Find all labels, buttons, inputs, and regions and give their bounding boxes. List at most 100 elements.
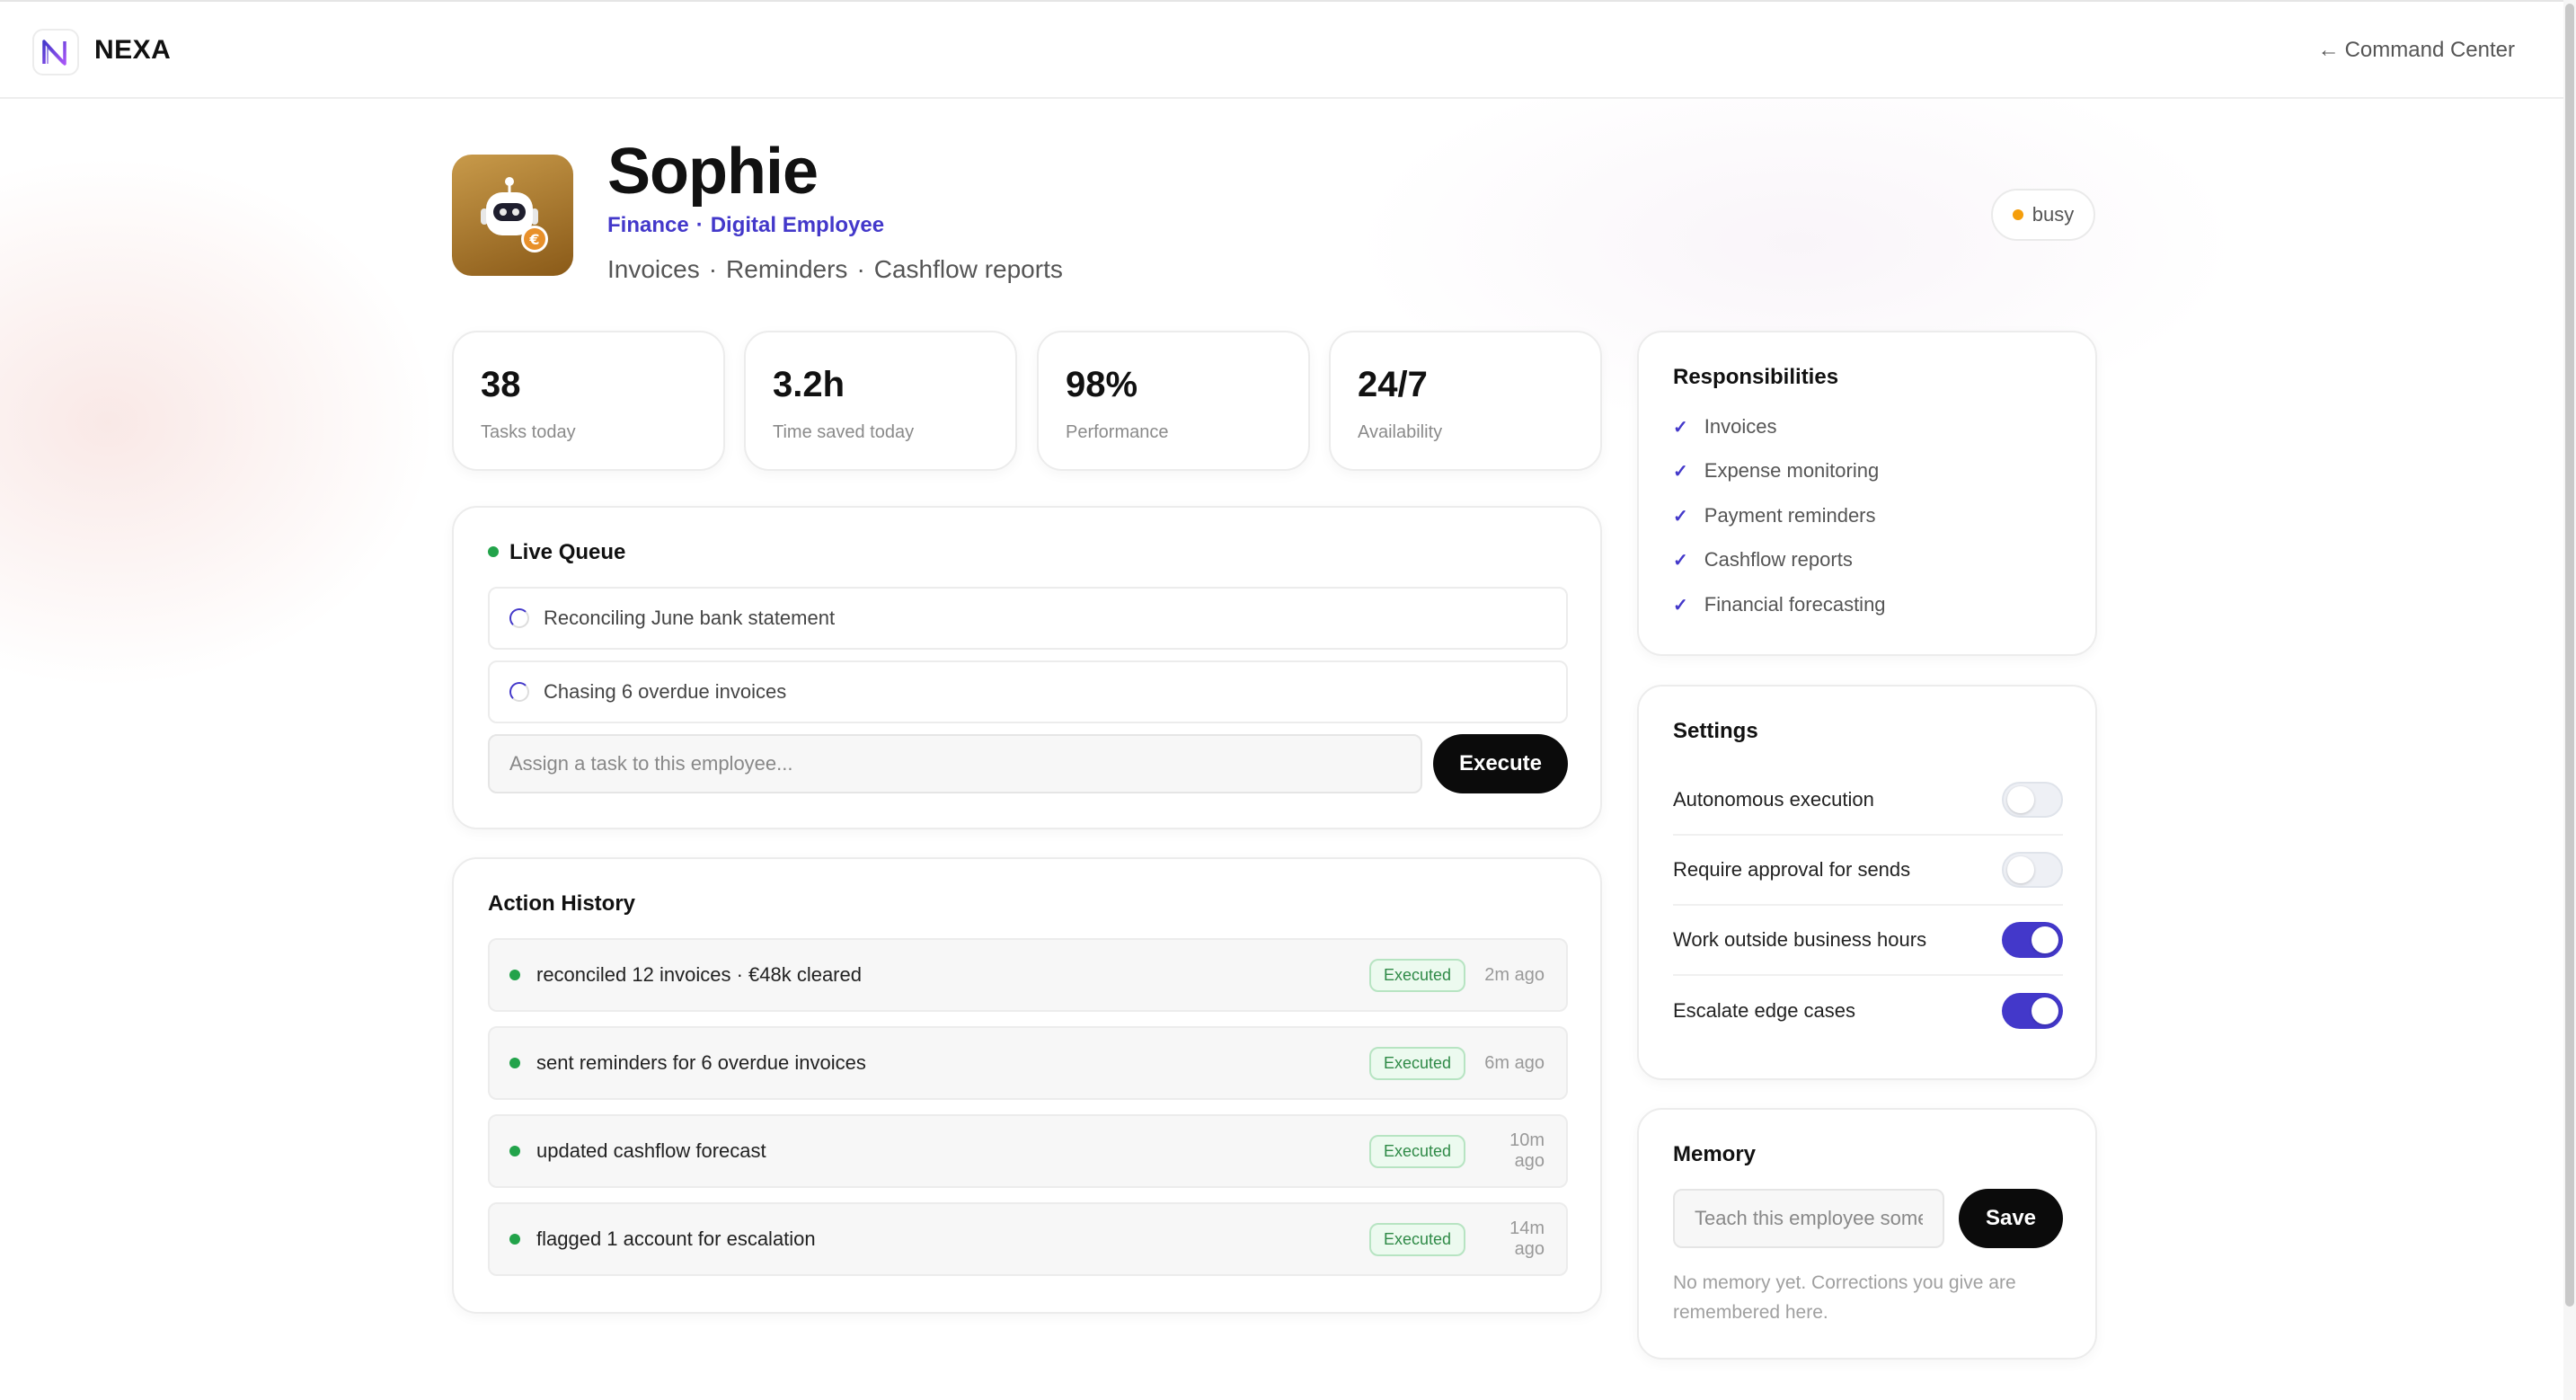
status-dot-icon <box>2012 209 2023 220</box>
status-badge: Executed <box>1368 1134 1465 1168</box>
stat-card-time-saved: 3.2h Time saved today <box>744 331 1017 471</box>
history-meta: Executed 14m ago <box>1368 1204 1545 1274</box>
status-badge: Executed <box>1368 1222 1465 1256</box>
setting-label: Autonomous execution <box>1673 788 1874 811</box>
setting-work-outside-hours: Work outside business hours <box>1673 906 2063 976</box>
command-center-link[interactable]: ← Command Center <box>2318 38 2515 63</box>
memory-note: No memory yet. Corrections you give are … <box>1673 1272 2016 1323</box>
skill-tag: Cashflow reports <box>873 255 1063 283</box>
employee-name: Sophie <box>607 136 819 208</box>
responsibility-label: Invoices <box>1704 415 1777 438</box>
stat-value: 3.2h <box>773 365 845 404</box>
responsibility-item: ✓ Payment reminders <box>1673 504 1876 527</box>
responsibility-label: Financial forecasting <box>1704 593 1886 616</box>
history-meta: Executed 2m ago <box>1368 940 1545 1010</box>
settings-title: Settings <box>1673 719 1758 743</box>
escalate-edge-cases-toggle[interactable] <box>2002 993 2063 1029</box>
save-button[interactable]: Save <box>1959 1189 2063 1248</box>
queue-item[interactable]: Chasing 6 overdue invoices <box>488 660 1568 723</box>
memory-input[interactable] <box>1673 1189 1944 1248</box>
history-row[interactable]: reconciled 12 invoices · €48k cleared Ex… <box>488 938 1568 1012</box>
responsibilities-card: Responsibilities ✓ Invoices ✓ Expense moni… <box>1637 331 2097 656</box>
status-badge: busy <box>1991 189 2095 241</box>
setting-label: Escalate edge cases <box>1673 999 1856 1022</box>
setting-escalate-edge-cases: Escalate edge cases <box>1673 976 2063 1046</box>
skill-separator: · <box>708 255 718 283</box>
timestamp: 14m ago <box>1509 1218 1545 1259</box>
action-history-title: Action History <box>488 891 636 916</box>
status-badge: Executed <box>1368 1046 1465 1080</box>
status-label: busy <box>2032 203 2075 226</box>
responsibility-label: Expense monitoring <box>1704 459 1880 482</box>
stat-value: 98% <box>1066 365 1138 404</box>
setting-autonomous-execution: Autonomous execution <box>1673 766 2063 836</box>
history-text: flagged 1 account for escalation <box>536 1227 816 1250</box>
responsibility-item: ✓ Financial forecasting <box>1673 593 1886 616</box>
check-icon: ✓ <box>1673 506 1688 527</box>
stat-label: Time saved today <box>773 422 915 442</box>
queue-item-text: Chasing 6 overdue invoices <box>544 680 787 703</box>
employee-skills: Invoices · Reminders · Cashflow reports <box>607 255 1063 284</box>
scrollbar-thumb[interactable] <box>2565 4 2574 1307</box>
live-queue-title-text: Live Queue <box>509 540 626 564</box>
history-text: reconciled 12 invoices · €48k cleared <box>536 963 862 986</box>
success-dot-icon <box>509 1058 520 1068</box>
memory-card: Memory Save No memory yet. Corrections y… <box>1637 1108 2097 1360</box>
skill-separator: · <box>856 255 865 283</box>
require-approval-toggle[interactable] <box>2002 852 2063 888</box>
toggle-knob <box>2007 786 2034 813</box>
history-meta: Executed 6m ago <box>1368 1028 1545 1098</box>
toggle-knob <box>2032 997 2058 1024</box>
svg-text:€: € <box>528 231 539 248</box>
employee-type: Digital Employee <box>710 213 885 237</box>
success-dot-icon <box>509 1146 520 1156</box>
responsibilities-title: Responsibilities <box>1673 365 1839 389</box>
live-queue-card: Live Queue Reconciling June bank stateme… <box>452 506 1602 829</box>
stat-label: Tasks today <box>481 422 576 442</box>
arrow-left-icon: ← <box>2317 38 2340 62</box>
timestamp: 6m ago <box>1484 1052 1545 1073</box>
queue-item[interactable]: Reconciling June bank statement <box>488 587 1568 650</box>
status-badge: Executed <box>1368 958 1465 992</box>
history-row[interactable]: flagged 1 account for escalation Execute… <box>488 1202 1568 1276</box>
stat-value: 24/7 <box>1358 365 1428 404</box>
nexa-logo-icon[interactable] <box>32 29 79 75</box>
responsibility-label: Payment reminders <box>1704 504 1876 527</box>
stat-card-tasks: 38 Tasks today <box>452 331 725 471</box>
robot-avatar-icon: € <box>452 155 573 276</box>
queue-item-text: Reconciling June bank statement <box>544 607 836 629</box>
stat-card-availability: 24/7 Availability <box>1329 331 1602 471</box>
success-dot-icon <box>509 970 520 980</box>
loading-spinner-icon <box>509 608 529 628</box>
skill-tag: Invoices <box>607 255 700 283</box>
responsibility-label: Cashflow reports <box>1704 548 1853 571</box>
execute-button[interactable]: Execute <box>1433 734 1568 793</box>
timestamp: 10m ago <box>1509 1130 1545 1171</box>
skill-tag: Reminders <box>726 255 848 283</box>
responsibility-item: ✓ Cashflow reports <box>1673 548 1853 572</box>
check-icon: ✓ <box>1673 461 1688 482</box>
employee-role: Finance · Digital Employee <box>607 213 884 238</box>
history-meta: Executed 10m ago <box>1368 1116 1545 1186</box>
success-dot-icon <box>509 1234 520 1245</box>
autonomous-execution-toggle[interactable] <box>2002 782 2063 818</box>
history-text: updated cashflow forecast <box>536 1139 766 1162</box>
responsibility-item: ✓ Expense monitoring <box>1673 459 1879 483</box>
live-queue-title: Live Queue <box>488 540 625 565</box>
history-row[interactable]: sent reminders for 6 overdue invoices Ex… <box>488 1026 1568 1100</box>
check-icon: ✓ <box>1673 417 1688 438</box>
assign-task-input[interactable] <box>488 734 1422 793</box>
command-center-label: Command Center <box>2344 38 2515 62</box>
live-indicator-icon <box>488 545 499 557</box>
role-separator: · <box>695 213 704 237</box>
check-icon: ✓ <box>1673 595 1688 616</box>
setting-require-approval: Require approval for sends <box>1673 836 2063 906</box>
loading-spinner-icon <box>509 682 529 702</box>
scrollbar[interactable] <box>2563 0 2576 1400</box>
responsibility-item: ✓ Invoices <box>1673 415 1776 439</box>
work-outside-hours-toggle[interactable] <box>2002 922 2063 958</box>
history-row[interactable]: updated cashflow forecast Executed 10m a… <box>488 1114 1568 1188</box>
stat-value: 38 <box>481 365 521 404</box>
toggle-knob <box>2032 926 2058 953</box>
timestamp: 2m ago <box>1484 964 1545 985</box>
